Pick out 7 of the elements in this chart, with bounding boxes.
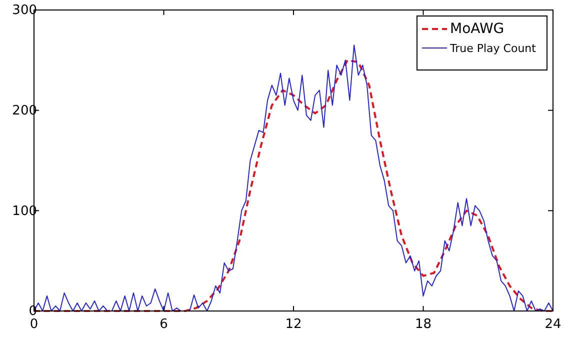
y-tick-label: 300 xyxy=(12,3,37,18)
legend-label: MoAWG xyxy=(450,21,504,37)
x-tick-label: 6 xyxy=(160,317,168,332)
x-tick-label: 18 xyxy=(414,317,432,332)
legend-label: True Play Count xyxy=(449,42,537,55)
x-tick-label: 24 xyxy=(544,317,562,332)
x-tick-label: 12 xyxy=(285,317,302,332)
